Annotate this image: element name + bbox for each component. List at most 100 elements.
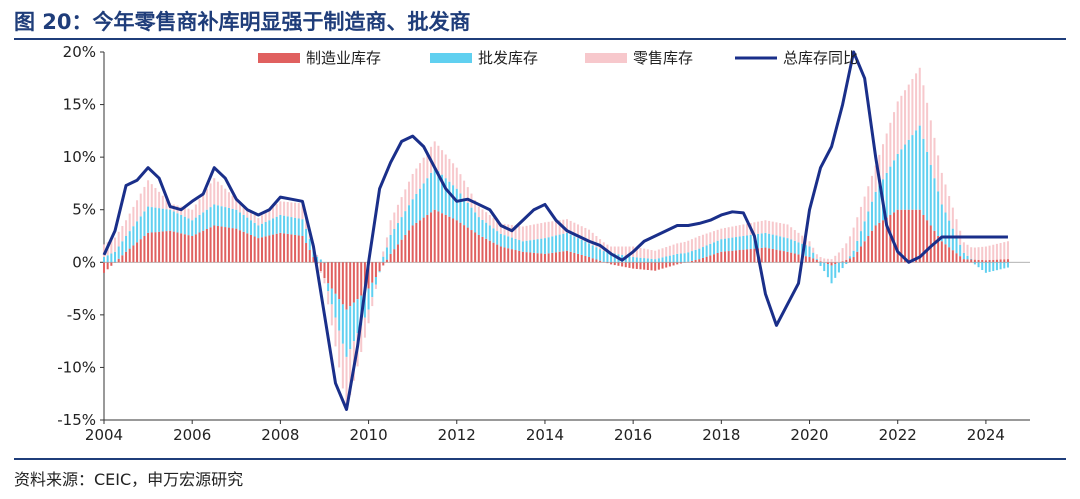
bar-retail [863,196,866,222]
bar-wholesale [1003,262,1006,269]
bar-manufacturing [404,234,407,263]
y-tick-label: 5% [72,201,96,219]
bar-manufacturing [735,250,738,263]
bar-manufacturing [970,259,973,263]
bar-retail [661,248,664,258]
bar-retail [231,195,234,209]
bar-manufacturing [797,254,800,263]
bar-wholesale [367,288,370,310]
chart-title: 图 20：今年零售商补库明显强于制造商、批发商 [14,10,471,34]
bar-wholesale [147,206,150,233]
bar-wholesale [742,236,745,250]
bar-wholesale [102,257,106,263]
bar-retail [735,225,738,238]
bar-manufacturing [951,250,954,263]
bar-wholesale [492,228,495,243]
bar-wholesale [202,212,205,231]
bar-retail [650,250,653,259]
bar-wholesale [904,144,907,210]
bar-manufacturing [1003,259,1006,263]
bar-manufacturing [907,209,910,263]
bar-retail [260,215,264,224]
bar-retail [889,122,892,167]
bar-manufacturing [661,262,664,269]
bar-wholesale [951,228,954,251]
bar-wholesale [668,255,671,263]
bar-manufacturing [363,262,366,293]
bar-wholesale [345,309,348,357]
y-tick-label: 20% [63,43,96,61]
bar-wholesale [205,209,208,229]
bar-wholesale [477,217,480,235]
bar-retail [683,241,686,254]
bar-manufacturing [937,236,940,263]
bar-retail [665,247,668,257]
legend-wholesale-label: 批发库存 [478,49,538,67]
bar-manufacturing [977,259,980,263]
bar-retail [621,246,624,255]
bar-retail [977,247,980,260]
bar-manufacturing [753,248,756,263]
bar-retail [393,212,396,229]
bar-wholesale [900,149,903,210]
bar-manufacturing [606,262,609,264]
bar-manufacturing [679,262,682,264]
bar-retail [187,208,190,219]
bar-retail [419,163,422,189]
legend-manufacturing-label: 制造业库存 [306,49,381,67]
bar-wholesale [356,299,359,334]
bar-manufacturing [415,222,418,263]
bar-manufacturing [786,251,789,263]
bar-retail [962,242,965,253]
bar-retail [999,243,1002,260]
bar-manufacturing [727,251,730,263]
bar-wholesale [294,217,297,235]
bar-retail [834,255,837,263]
bar-retail [723,227,727,239]
header-rule [14,38,1066,40]
bar-retail [551,221,554,237]
bar-wholesale [481,219,484,237]
bar-manufacturing [650,262,653,271]
bar-retail [937,155,940,192]
bar-manufacturing [731,250,734,263]
bar-retail [591,232,594,246]
bar-wholesale [470,207,473,231]
bar-manufacturing [209,227,212,263]
bar-retail [742,224,745,236]
bar-wholesale [591,245,594,259]
bar-retail [793,230,796,241]
x-tick-label: 2018 [702,426,740,444]
bar-retail [746,223,749,236]
bar-wholesale [845,262,848,265]
bar-manufacturing [790,252,793,263]
bar-wholesale [518,240,521,251]
bar-retail [327,291,330,305]
bar-retail [606,244,609,253]
bar-retail [477,206,480,218]
bar-manufacturing [852,257,855,263]
bar-wholesale [136,221,139,243]
bar-retail [918,67,921,126]
bar-wholesale [165,209,168,232]
bar-wholesale [169,209,172,231]
bar-retail [249,211,252,221]
bar-wholesale [554,235,557,253]
bar-wholesale [121,241,124,256]
bar-retail [687,240,690,253]
bar-retail [396,204,399,224]
bar-manufacturing [474,232,477,263]
bar-manufacturing [503,247,506,263]
bar-manufacturing [191,236,194,263]
bar-manufacturing [393,249,396,263]
bar-wholesale [606,252,609,263]
bar-retail [415,168,418,194]
bar-wholesale [132,226,135,246]
bar-manufacturing [426,214,429,263]
bar-retail [859,206,862,232]
bar-retail [521,226,524,242]
bar-manufacturing [385,259,388,263]
bar-manufacturing [396,244,399,263]
bar-retail [760,220,763,234]
bar-manufacturing [536,253,539,263]
